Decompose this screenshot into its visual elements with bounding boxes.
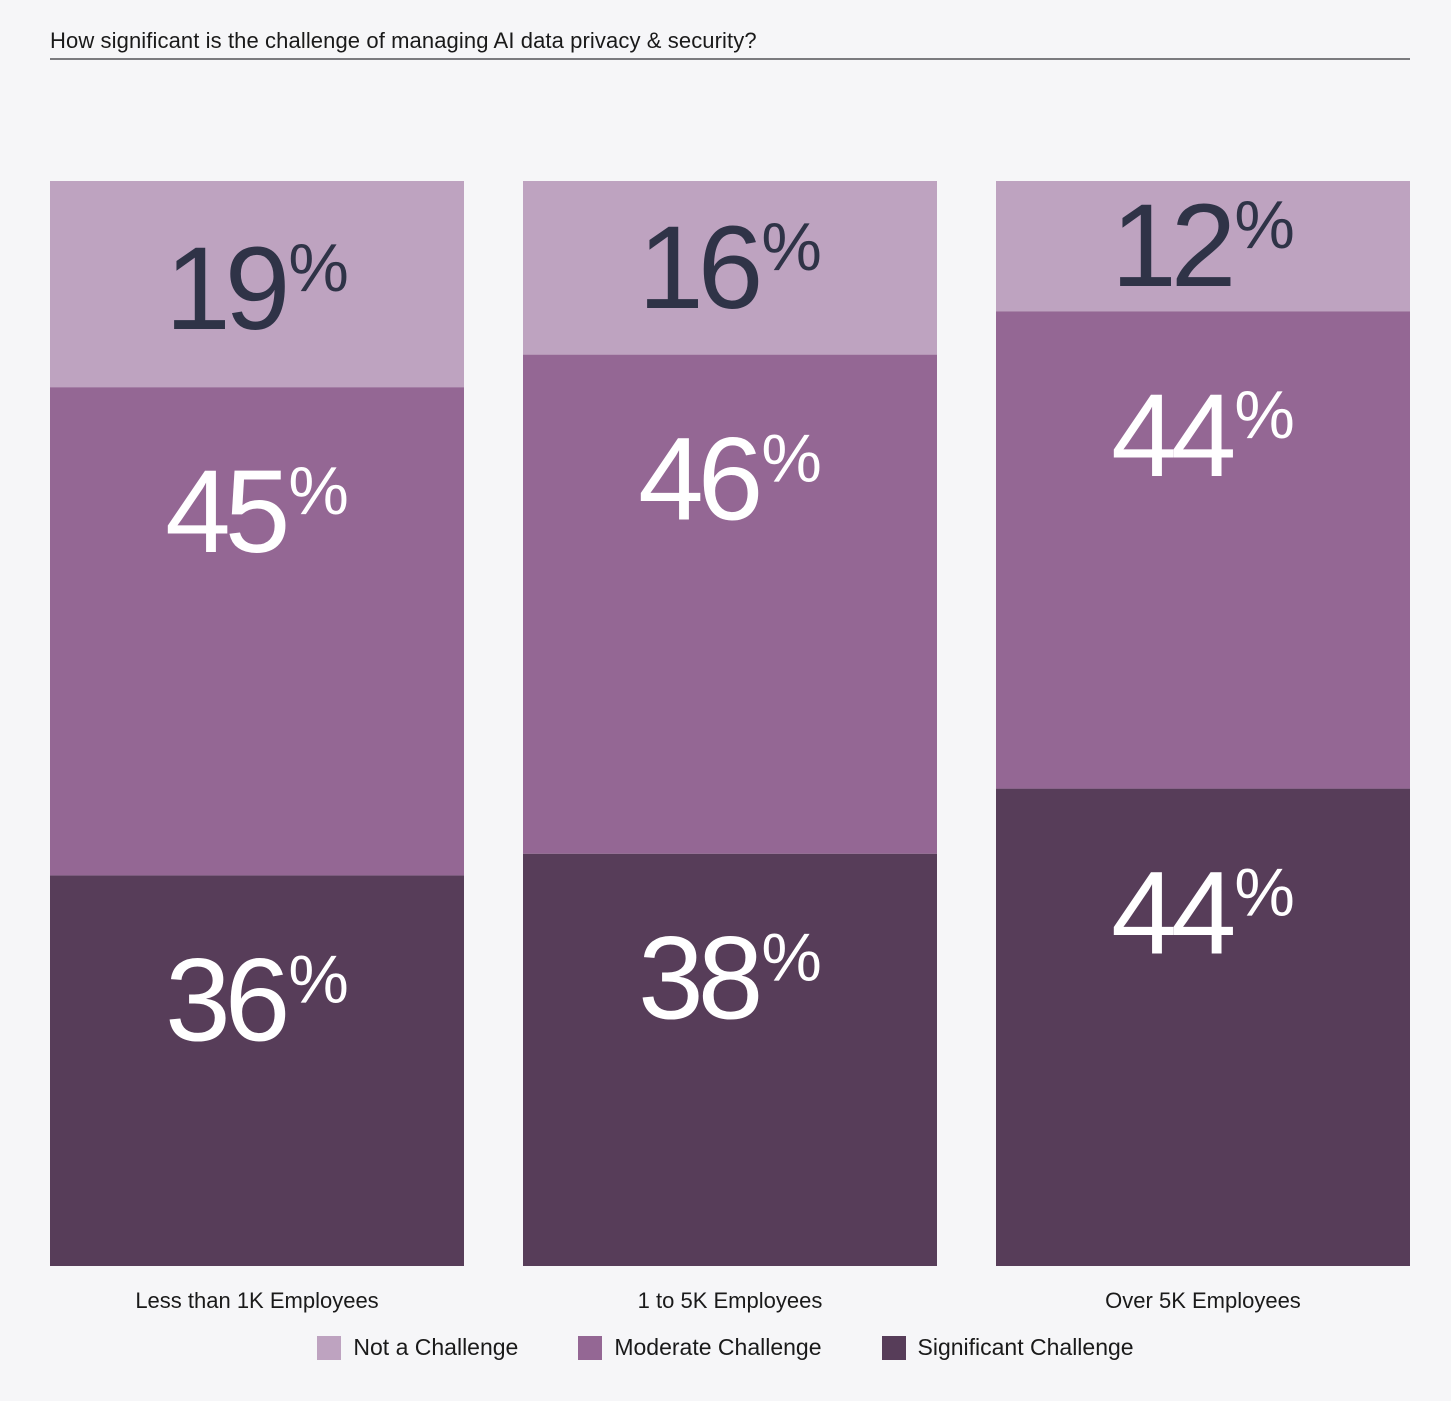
- legend-swatch-moderate: [578, 1335, 603, 1360]
- legend-item-significant: Significant Challenge: [881, 1334, 1134, 1361]
- value-label-not-2: 16%: [638, 202, 822, 334]
- value-label-not-3: 12%: [1111, 180, 1295, 312]
- value-label-not-1: 19%: [165, 223, 349, 355]
- legend-item-moderate: Moderate Challenge: [578, 1334, 822, 1361]
- title-divider: [50, 58, 1410, 60]
- value-label-moderate-1: 45%: [165, 446, 349, 578]
- legend-item-not: Not a Challenge: [317, 1334, 518, 1361]
- value-label-significant-3: 44%: [1111, 848, 1295, 980]
- value-label-moderate-3: 44%: [1111, 370, 1295, 502]
- bar-segment-moderate-2: [523, 354, 937, 854]
- legend-label-moderate: Moderate Challenge: [614, 1334, 822, 1360]
- legend: Not a Challenge Moderate Challenge Signi…: [0, 1334, 1451, 1361]
- chart-title: How significant is the challenge of mana…: [50, 28, 757, 53]
- category-label-2: 1 to 5K Employees: [638, 1288, 823, 1313]
- category-label-3: Over 5K Employees: [1105, 1288, 1301, 1313]
- legend-swatch-significant: [881, 1335, 906, 1360]
- bar-segment-significant-1: [50, 875, 464, 1266]
- value-label-significant-1: 36%: [165, 934, 349, 1066]
- legend-label-not: Not a Challenge: [353, 1334, 519, 1360]
- value-label-significant-2: 38%: [638, 913, 822, 1045]
- category-label-1: Less than 1K Employees: [135, 1288, 378, 1313]
- bar-segment-moderate-3: [996, 311, 1410, 789]
- bar-segment-moderate-1: [50, 387, 464, 876]
- legend-label-significant: Significant Challenge: [917, 1334, 1134, 1360]
- bar-segment-significant-3: [996, 788, 1410, 1266]
- bar-segment-not-2: [523, 181, 937, 355]
- legend-swatch-not: [317, 1335, 342, 1360]
- bar-segment-not-3: [996, 181, 1410, 312]
- value-label-moderate-2: 46%: [638, 414, 822, 546]
- stacked-bar-chart: 36% 45% 19% Less than 1K Employees 38% 46% 16%…: [50, 180, 1410, 1313]
- bar-segment-significant-2: [523, 853, 937, 1266]
- bar-segment-not-1: [50, 181, 464, 388]
